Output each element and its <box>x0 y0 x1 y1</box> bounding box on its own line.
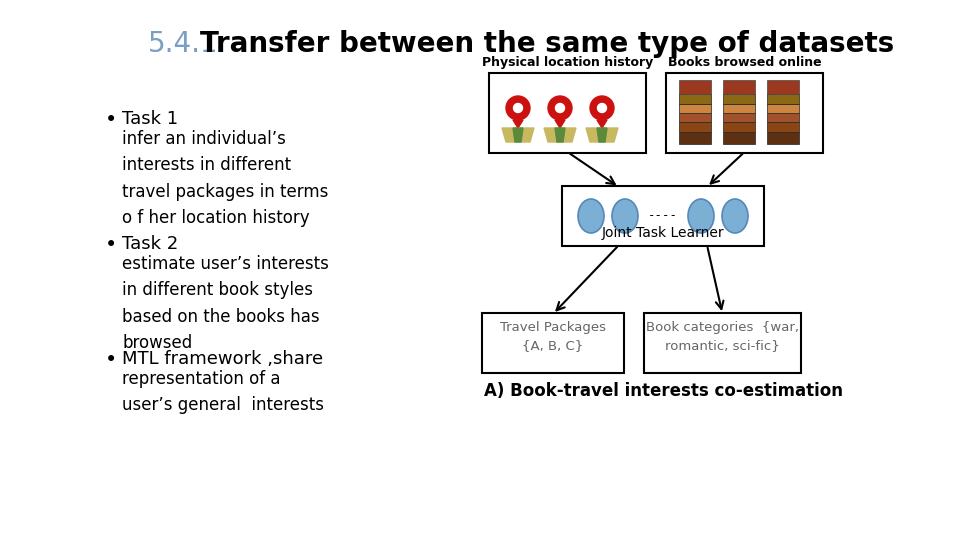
Bar <box>725 89 745 94</box>
Text: MTL framework ,share: MTL framework ,share <box>122 350 324 368</box>
Bar <box>767 113 799 122</box>
Bar <box>723 122 755 132</box>
Text: Book categories  {war,
romantic, sci-fic}: Book categories {war, romantic, sci-fic} <box>646 321 799 353</box>
Text: infer an individual’s
interests in different
travel packages in terms
o f her lo: infer an individual’s interests in diffe… <box>122 130 328 227</box>
FancyBboxPatch shape <box>562 186 764 246</box>
Bar <box>679 132 711 144</box>
Bar <box>727 89 747 94</box>
Bar <box>723 94 755 104</box>
Bar <box>685 89 705 94</box>
Text: Task 2: Task 2 <box>122 235 179 253</box>
Polygon shape <box>544 128 576 142</box>
Circle shape <box>514 104 522 112</box>
FancyBboxPatch shape <box>644 313 801 373</box>
Text: ----: ---- <box>648 210 678 222</box>
Bar <box>679 104 711 113</box>
Bar <box>723 113 755 122</box>
Text: estimate user’s interests
in different book styles
based on the books has
browse: estimate user’s interests in different b… <box>122 255 329 352</box>
Text: •: • <box>105 110 117 130</box>
Bar <box>767 122 799 132</box>
Text: A) Book-travel interests co-estimation: A) Book-travel interests co-estimation <box>484 382 843 400</box>
Circle shape <box>506 96 530 120</box>
Bar <box>679 122 711 132</box>
Polygon shape <box>513 120 523 128</box>
Text: •: • <box>105 350 117 370</box>
Bar <box>775 89 795 94</box>
Ellipse shape <box>578 199 604 233</box>
Bar <box>767 94 799 104</box>
Bar <box>767 104 799 113</box>
Circle shape <box>597 104 607 112</box>
Polygon shape <box>597 120 607 128</box>
Bar <box>777 89 797 94</box>
Circle shape <box>548 96 572 120</box>
Bar <box>729 89 749 94</box>
FancyBboxPatch shape <box>666 73 823 153</box>
Text: representation of a
user’s general  interests: representation of a user’s general inter… <box>122 370 324 414</box>
Bar <box>679 80 711 94</box>
Bar <box>771 89 791 94</box>
Bar <box>681 89 701 94</box>
Bar <box>679 94 711 104</box>
Text: Task 1: Task 1 <box>122 110 179 128</box>
Bar <box>683 89 703 94</box>
Bar <box>679 113 711 122</box>
Bar <box>689 89 709 94</box>
Bar <box>769 89 789 94</box>
Polygon shape <box>586 128 618 142</box>
Ellipse shape <box>688 199 714 233</box>
Text: Joint Task Learner: Joint Task Learner <box>602 226 724 240</box>
Text: Transfer between the same type of datasets: Transfer between the same type of datase… <box>200 30 895 58</box>
Bar <box>767 80 799 94</box>
Text: •: • <box>105 235 117 255</box>
Bar <box>731 89 751 94</box>
Bar <box>767 132 799 144</box>
FancyBboxPatch shape <box>482 313 624 373</box>
Text: Books browsed online: Books browsed online <box>668 56 822 69</box>
Bar <box>723 104 755 113</box>
FancyBboxPatch shape <box>489 73 646 153</box>
Text: 5.4.1: 5.4.1 <box>148 30 219 58</box>
Ellipse shape <box>612 199 638 233</box>
Bar <box>723 132 755 144</box>
Circle shape <box>590 96 614 120</box>
Bar <box>723 80 755 94</box>
Bar <box>687 89 707 94</box>
Bar <box>733 89 753 94</box>
Polygon shape <box>555 120 565 128</box>
Text: Travel Packages
{A, B, C}: Travel Packages {A, B, C} <box>500 321 606 353</box>
Polygon shape <box>597 128 607 142</box>
Polygon shape <box>555 128 565 142</box>
Polygon shape <box>502 128 534 142</box>
Bar <box>773 89 793 94</box>
Text: Physical location history: Physical location history <box>482 56 653 69</box>
Ellipse shape <box>722 199 748 233</box>
Polygon shape <box>513 128 523 142</box>
Circle shape <box>556 104 564 112</box>
